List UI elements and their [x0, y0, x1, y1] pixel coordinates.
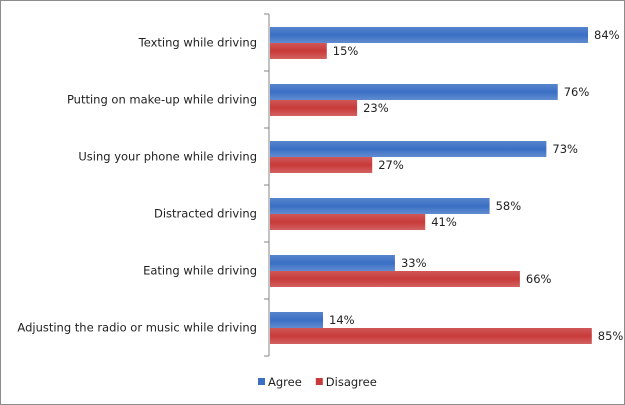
bar-disagree [270, 328, 592, 344]
category-label: Distracted driving [154, 207, 257, 221]
data-label-disagree: 23% [363, 101, 389, 115]
data-label-disagree: 66% [526, 272, 552, 286]
bar-agree [270, 255, 395, 271]
legend-swatch-agree [258, 378, 265, 385]
bar-disagree [270, 271, 520, 287]
data-label-agree: 58% [496, 199, 522, 213]
bar-agree [270, 141, 547, 157]
category-label: Using your phone while driving [78, 150, 257, 164]
category-label: Texting while driving [138, 36, 257, 50]
data-label-disagree: 27% [378, 158, 404, 172]
bar-disagree [270, 214, 426, 230]
legend-swatch-disagree [315, 378, 323, 385]
bar-agree [270, 312, 324, 328]
bar-disagree [270, 100, 358, 116]
legend-label-agree: Agree [268, 375, 302, 389]
data-label-agree: 33% [401, 256, 427, 270]
bar-agree [270, 84, 558, 100]
bar-agree [270, 27, 589, 43]
data-label-agree: 73% [552, 142, 578, 156]
bar-agree [270, 198, 490, 214]
category-label: Adjusting the radio or music while drivi… [17, 321, 257, 335]
bar-disagree [270, 157, 373, 173]
data-label-agree: 84% [594, 28, 620, 42]
data-label-agree: 14% [329, 313, 355, 327]
bar-disagree [270, 43, 327, 59]
category-label: Putting on make-up while driving [67, 93, 257, 107]
legend-label-disagree: Disagree [326, 375, 377, 389]
data-label-agree: 76% [564, 85, 590, 99]
data-label-disagree: 41% [431, 215, 457, 229]
data-label-disagree: 15% [333, 44, 359, 58]
category-label: Eating while driving [143, 264, 257, 278]
data-label-disagree: 85% [598, 329, 624, 343]
